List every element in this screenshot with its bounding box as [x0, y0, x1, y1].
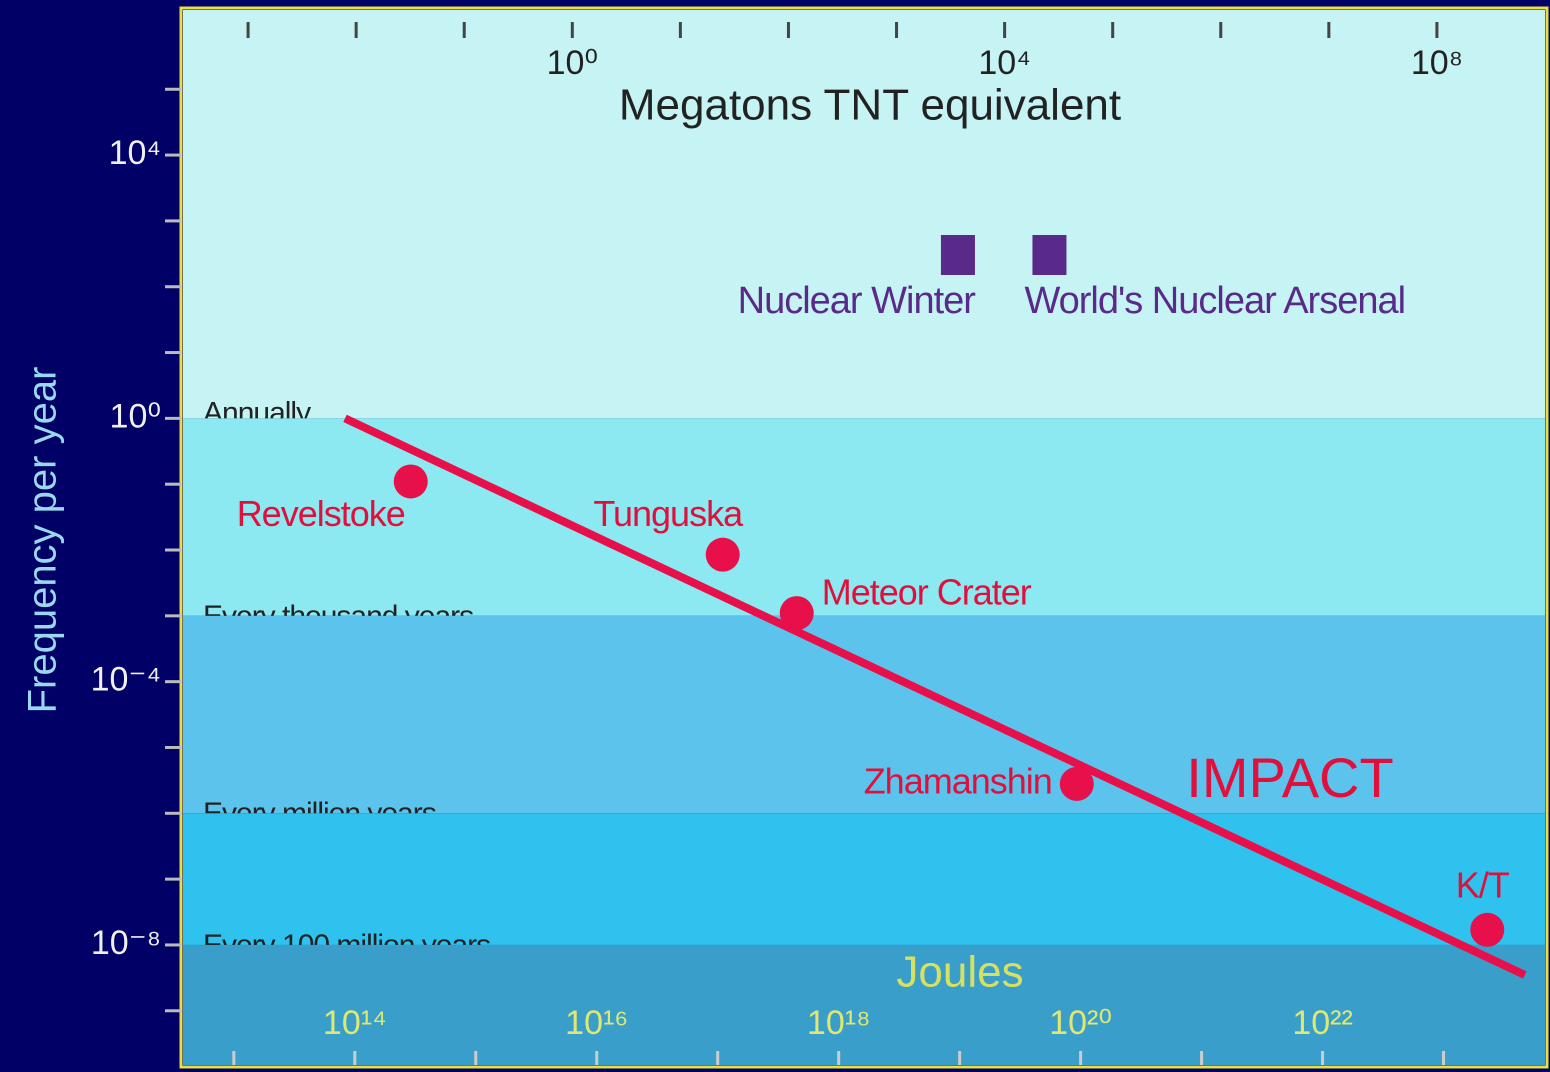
- band: [183, 10, 1545, 419]
- x-tick-label: 10²⁰: [1049, 1004, 1112, 1042]
- annotation: IMPACT: [1186, 746, 1393, 809]
- marker: [940, 235, 975, 275]
- x2-tick-label: 10⁸: [1411, 44, 1463, 82]
- point: [705, 537, 740, 572]
- y-tick-label: 10⁰: [110, 397, 161, 435]
- point-label: Meteor Crater: [822, 572, 1032, 613]
- point-label: Zhamanshin: [864, 760, 1052, 801]
- marker: [1032, 235, 1067, 275]
- x-tick-label: 10¹⁸: [807, 1004, 870, 1042]
- point-label: Revelstoke: [237, 493, 405, 534]
- point-label: K/T: [1456, 864, 1510, 905]
- x-axis-label: Joules: [896, 948, 1023, 997]
- y-tick-label: 10⁻⁴: [91, 661, 161, 699]
- x2-axis-label: Megatons TNT equivalent: [619, 81, 1121, 130]
- marker-label: World's Nuclear Arsenal: [1024, 280, 1405, 322]
- trend-line: [343, 414, 1527, 979]
- band: [183, 813, 1545, 945]
- x-tick-label: 10¹⁶: [565, 1004, 628, 1042]
- x2-tick-label: 10⁰: [547, 44, 598, 82]
- plot-border: [179, 6, 1549, 1069]
- plot-area: AnnuallyEvery thousand yearsEvery millio…: [183, 10, 1545, 1065]
- point-label: Tunguska: [593, 493, 744, 534]
- marker-label: Nuclear Winter: [738, 280, 977, 322]
- x2-tick-label: 10⁴: [978, 44, 1030, 82]
- point: [1059, 766, 1094, 801]
- band: [183, 944, 1545, 1065]
- point: [393, 464, 428, 499]
- point: [1470, 912, 1505, 947]
- y-axis-label: Frequency per year: [21, 367, 65, 714]
- point: [779, 596, 814, 631]
- y-tick-label: 10⁴: [109, 134, 161, 172]
- band: [183, 615, 1545, 814]
- x-tick-label: 10²²: [1292, 1004, 1352, 1042]
- y-tick-label: 10⁻⁸: [91, 924, 161, 962]
- x-tick-label: 10¹⁴: [323, 1004, 387, 1042]
